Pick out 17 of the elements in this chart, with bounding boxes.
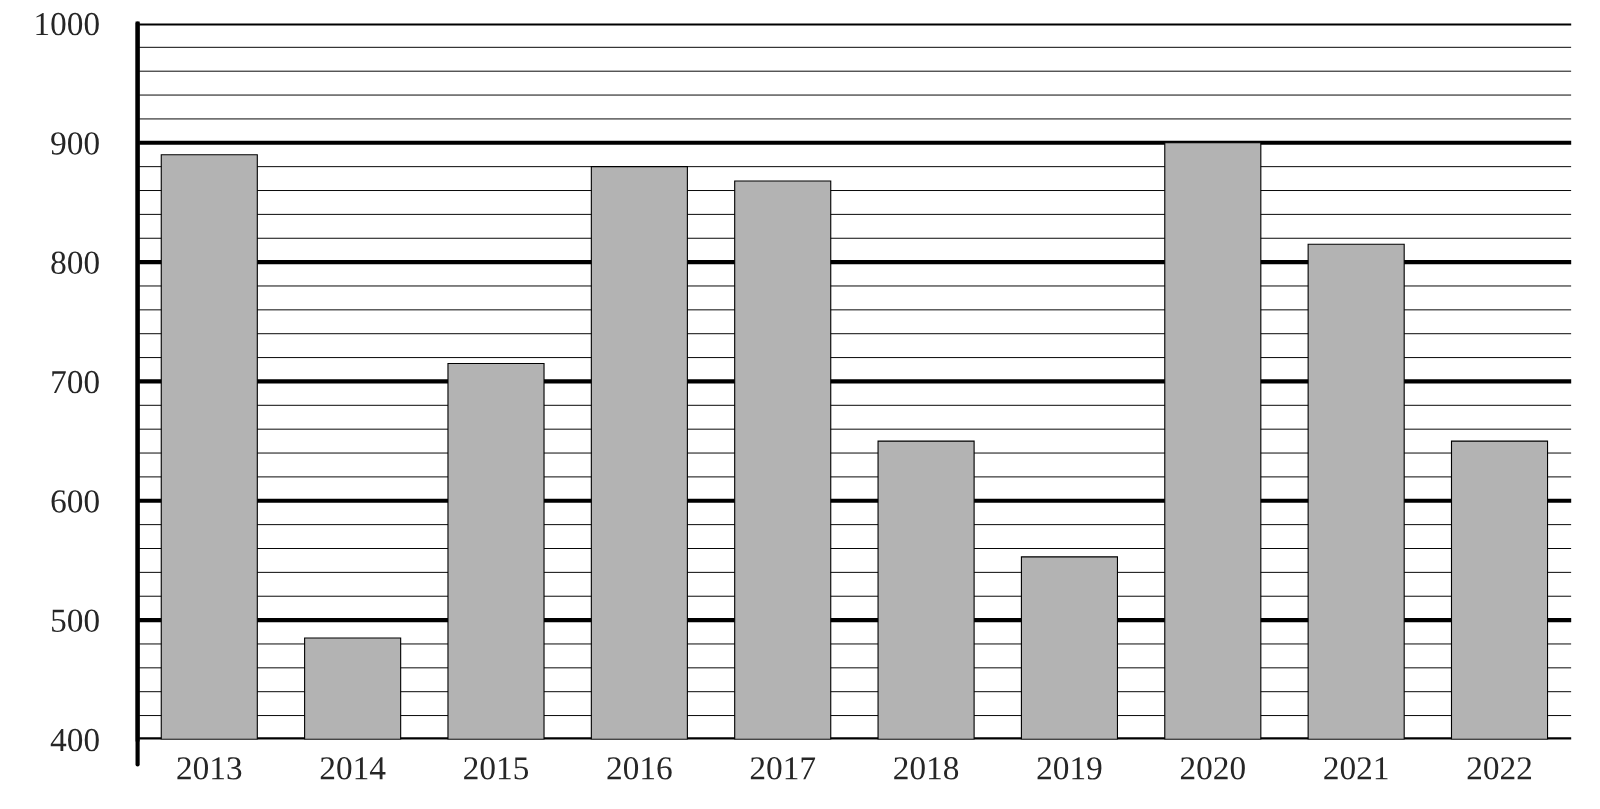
y-tick-label: 600 xyxy=(51,490,99,513)
x-tick-label: 2022 xyxy=(1467,757,1532,780)
x-tick-label: 2019 xyxy=(1037,757,1102,780)
y-tick-label: 800 xyxy=(51,251,99,275)
y-tick-label: 500 xyxy=(52,609,99,632)
x-tick-label: 2015 xyxy=(464,757,529,780)
x-tick-label: 2014 xyxy=(320,757,386,780)
y-tick-label: 700 xyxy=(52,370,99,394)
x-tick-label: 2020 xyxy=(1180,757,1245,780)
x-tick-label: 2017 xyxy=(750,757,816,780)
x-tick-label: 2016 xyxy=(607,757,672,780)
x-tick-label: 2018 xyxy=(894,757,959,780)
y-tick-label: 1000 xyxy=(36,12,99,36)
y-tick-label: 400 xyxy=(50,728,99,752)
x-tick-label: 2013 xyxy=(177,757,242,780)
y-tick-label: 900 xyxy=(51,132,99,155)
x-tick-label: 2021 xyxy=(1324,757,1388,780)
